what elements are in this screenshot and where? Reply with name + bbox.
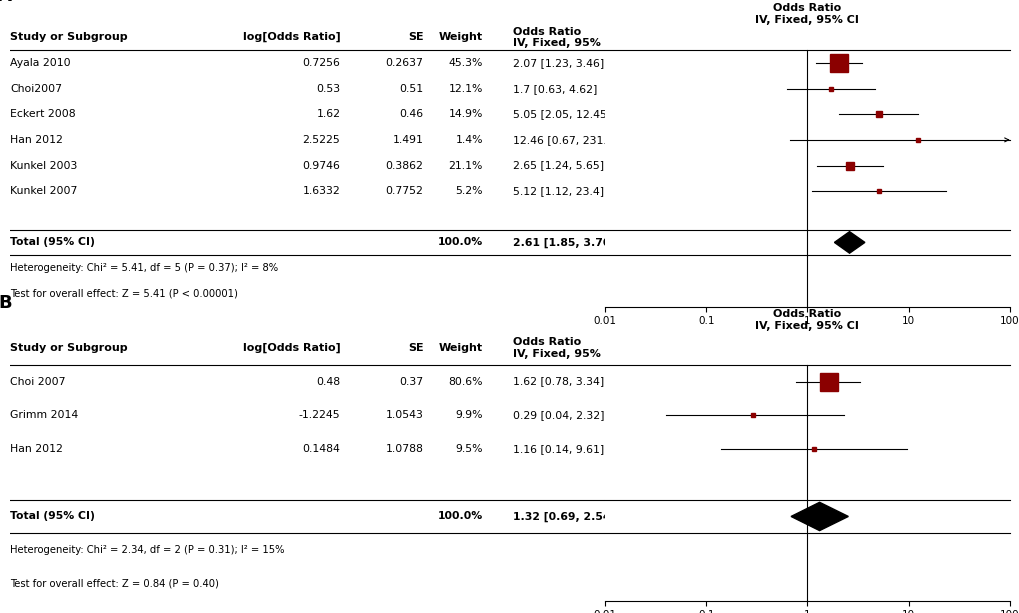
Text: log[Odds Ratio]: log[Odds Ratio] xyxy=(243,32,340,42)
Text: 100.0%: 100.0% xyxy=(437,237,483,248)
Text: 2.5225: 2.5225 xyxy=(303,135,340,145)
Text: Test for overall effect: Z = 0.84 (P = 0.40): Test for overall effect: Z = 0.84 (P = 0… xyxy=(10,579,219,589)
Text: Odds Ratio
IV, Fixed, 95% CI: Odds Ratio IV, Fixed, 95% CI xyxy=(755,310,858,331)
Text: 1.0788: 1.0788 xyxy=(385,444,423,454)
Text: Odds Ratio
IV, Fixed, 95% CI: Odds Ratio IV, Fixed, 95% CI xyxy=(755,3,858,25)
Text: 12.1%: 12.1% xyxy=(448,83,483,94)
X-axis label: Favours [BP]    Favours [WP]: Favours [BP] Favours [WP] xyxy=(734,330,879,340)
Text: 0.46: 0.46 xyxy=(399,109,423,120)
Polygon shape xyxy=(834,232,864,253)
Text: 9.9%: 9.9% xyxy=(455,410,483,421)
Text: Heterogeneity: Chi² = 2.34, df = 2 (P = 0.31); I² = 15%: Heterogeneity: Chi² = 2.34, df = 2 (P = … xyxy=(10,545,284,555)
Text: Weight: Weight xyxy=(438,32,483,42)
Text: log[Odds Ratio]: log[Odds Ratio] xyxy=(243,343,340,353)
Text: 0.29 [0.04, 2.32]: 0.29 [0.04, 2.32] xyxy=(513,410,603,421)
Text: 1.7 [0.63, 4.62]: 1.7 [0.63, 4.62] xyxy=(513,83,596,94)
Text: Odds Ratio
IV, Fixed, 95% CI: Odds Ratio IV, Fixed, 95% CI xyxy=(513,26,616,48)
Text: 2.61 [1.85, 3.70]: 2.61 [1.85, 3.70] xyxy=(513,237,614,248)
Text: 0.7256: 0.7256 xyxy=(302,58,340,68)
Text: 1.0543: 1.0543 xyxy=(385,410,423,421)
Text: 5.2%: 5.2% xyxy=(455,186,483,196)
Text: 1.6332: 1.6332 xyxy=(303,186,340,196)
Text: Grimm 2014: Grimm 2014 xyxy=(10,410,78,421)
Text: 5.12 [1.12, 23.4]: 5.12 [1.12, 23.4] xyxy=(513,186,603,196)
Text: -1.2245: -1.2245 xyxy=(299,410,340,421)
Text: 0.2637: 0.2637 xyxy=(385,58,423,68)
Text: 45.3%: 45.3% xyxy=(448,58,483,68)
Polygon shape xyxy=(791,502,848,531)
Text: 2.65 [1.24, 5.65]: 2.65 [1.24, 5.65] xyxy=(513,161,603,170)
Text: Total (95% CI): Total (95% CI) xyxy=(10,511,95,522)
Text: Total (95% CI): Total (95% CI) xyxy=(10,237,95,248)
Text: Kunkel 2007: Kunkel 2007 xyxy=(10,186,77,196)
Text: 1.32 [0.69, 2.54]: 1.32 [0.69, 2.54] xyxy=(513,511,614,522)
Text: 1.62: 1.62 xyxy=(316,109,340,120)
Text: A: A xyxy=(0,0,12,5)
Text: 5.05 [2.05, 12.45]: 5.05 [2.05, 12.45] xyxy=(513,109,610,120)
Text: 21.1%: 21.1% xyxy=(448,161,483,170)
Text: SE: SE xyxy=(408,32,423,42)
Text: 1.491: 1.491 xyxy=(392,135,423,145)
Text: 0.48: 0.48 xyxy=(316,376,340,387)
Text: 0.1484: 0.1484 xyxy=(302,444,340,454)
Text: Eckert 2008: Eckert 2008 xyxy=(10,109,75,120)
Text: Ayala 2010: Ayala 2010 xyxy=(10,58,70,68)
Text: Choi 2007: Choi 2007 xyxy=(10,376,65,387)
Text: 12.46 [0.67, 231.55]: 12.46 [0.67, 231.55] xyxy=(513,135,624,145)
Text: 1.4%: 1.4% xyxy=(455,135,483,145)
Text: 0.51: 0.51 xyxy=(399,83,423,94)
Text: 0.9746: 0.9746 xyxy=(302,161,340,170)
Text: Study or Subgroup: Study or Subgroup xyxy=(10,343,127,353)
Text: Han 2012: Han 2012 xyxy=(10,135,63,145)
Text: 1.16 [0.14, 9.61]: 1.16 [0.14, 9.61] xyxy=(513,444,603,454)
Text: 1.62 [0.78, 3.34]: 1.62 [0.78, 3.34] xyxy=(513,376,603,387)
Text: 0.37: 0.37 xyxy=(399,376,423,387)
Text: Weight: Weight xyxy=(438,343,483,353)
Text: 100.0%: 100.0% xyxy=(437,511,483,522)
Text: SE: SE xyxy=(408,343,423,353)
Text: 9.5%: 9.5% xyxy=(455,444,483,454)
Text: Odds Ratio
IV, Fixed, 95% CI: Odds Ratio IV, Fixed, 95% CI xyxy=(513,337,616,359)
Text: Study or Subgroup: Study or Subgroup xyxy=(10,32,127,42)
Text: 0.3862: 0.3862 xyxy=(385,161,423,170)
Text: 80.6%: 80.6% xyxy=(448,376,483,387)
Text: Heterogeneity: Chi² = 5.41, df = 5 (P = 0.37); I² = 8%: Heterogeneity: Chi² = 5.41, df = 5 (P = … xyxy=(10,263,278,273)
Text: Kunkel 2003: Kunkel 2003 xyxy=(10,161,77,170)
Text: 2.07 [1.23, 3.46]: 2.07 [1.23, 3.46] xyxy=(513,58,603,68)
Text: Test for overall effect: Z = 5.41 (P < 0.00001): Test for overall effect: Z = 5.41 (P < 0… xyxy=(10,289,237,299)
Text: B: B xyxy=(0,294,12,312)
Text: 0.53: 0.53 xyxy=(316,83,340,94)
Text: Han 2012: Han 2012 xyxy=(10,444,63,454)
Text: 0.7752: 0.7752 xyxy=(385,186,423,196)
Text: Choi2007: Choi2007 xyxy=(10,83,62,94)
Text: 14.9%: 14.9% xyxy=(448,109,483,120)
